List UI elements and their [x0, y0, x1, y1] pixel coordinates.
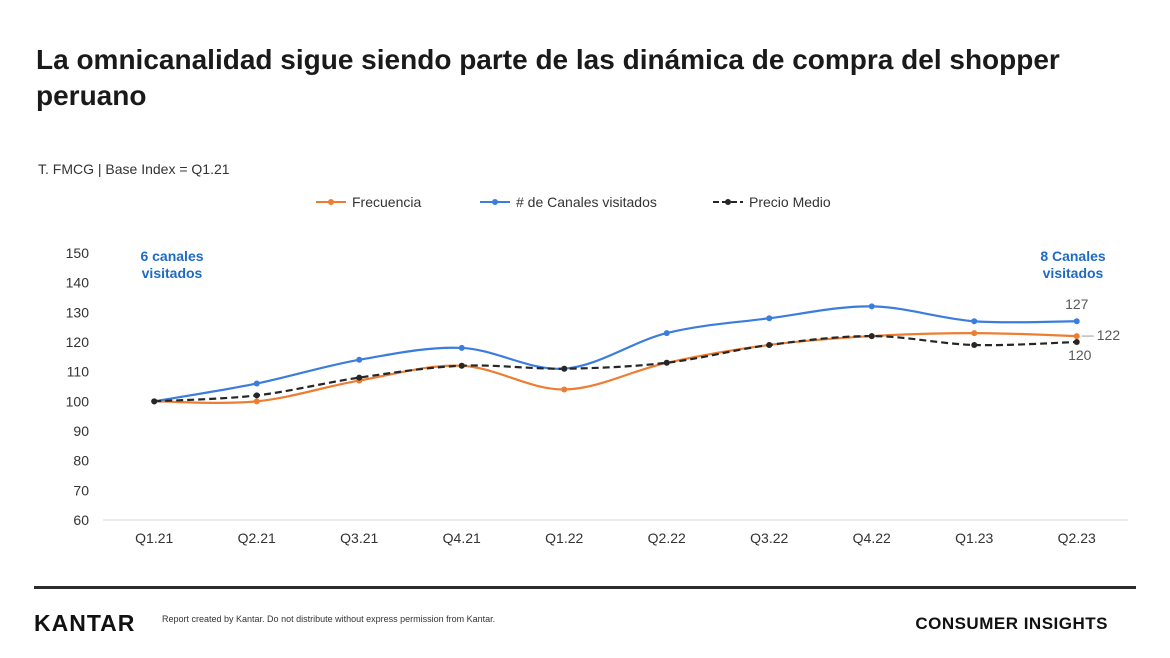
- x-tick-label: Q2.21: [238, 530, 276, 546]
- legend-label-precio: Precio Medio: [749, 194, 831, 210]
- y-tick-label: 100: [66, 393, 90, 409]
- y-tick-label: 80: [73, 453, 89, 469]
- data-point-canales: [663, 330, 670, 337]
- y-tick-label: 140: [66, 275, 90, 291]
- x-tick-label: Q4.22: [853, 530, 891, 546]
- x-tick-label: Q4.21: [443, 530, 481, 546]
- data-label-precio: 120: [1068, 347, 1092, 363]
- data-point-precio: [458, 362, 465, 369]
- legend-item-frecuencia: Frecuencia: [316, 190, 421, 214]
- data-point-precio: [663, 359, 670, 366]
- data-point-precio: [253, 392, 260, 399]
- y-tick-label: 120: [66, 334, 90, 350]
- legend-label-frecuencia: Frecuencia: [352, 194, 422, 210]
- x-tick-label: Q2.22: [648, 530, 686, 546]
- data-point-frecuencia: [971, 330, 978, 337]
- data-point-canales: [1073, 318, 1080, 325]
- data-point-canales: [458, 344, 465, 351]
- data-point-frecuencia: [1073, 333, 1080, 340]
- x-tick-label: Q1.21: [135, 530, 173, 546]
- kantar-logo: KANTAR: [34, 610, 136, 636]
- x-tick-label: Q3.22: [750, 530, 788, 546]
- legend-label-canales: # de Canales visitados: [516, 194, 657, 210]
- y-tick-label: 90: [73, 423, 89, 439]
- annotation-right: 8 Canales visitados: [1040, 248, 1106, 281]
- data-point-precio: [1073, 339, 1080, 345]
- data-point-canales: [868, 303, 875, 310]
- series-line-frecuencia: [154, 331, 1077, 404]
- y-tick-label: 60: [73, 512, 89, 528]
- data-point-canales: [356, 356, 363, 363]
- data-label-canales: 127: [1065, 296, 1089, 312]
- footer-disclaimer: Report created by Kantar. Do not distrib…: [162, 614, 496, 624]
- footer-divider: [34, 586, 1136, 589]
- data-point-precio: [356, 374, 363, 381]
- y-tick-label: 150: [66, 245, 90, 261]
- page-title: La omnicanalidad sigue siendo parte de l…: [36, 44, 1060, 111]
- data-point-precio: [151, 398, 158, 405]
- data-point-precio: [561, 365, 568, 372]
- consumer-insights-brand: CONSUMER INSIGHTS: [915, 614, 1108, 633]
- data-point-precio: [868, 333, 875, 340]
- data-point-frecuencia: [253, 398, 260, 405]
- legend-dashed-marker-icon: [713, 199, 743, 205]
- legend-item-precio: Precio Medio: [713, 190, 831, 214]
- legend-line-marker-icon: [480, 199, 510, 205]
- legend-line-marker-icon: [316, 199, 346, 205]
- data-point-precio: [971, 341, 978, 348]
- chart-subtitle: T. FMCG | Base Index = Q1.21: [38, 161, 230, 177]
- data-label-frecuencia: 122: [1097, 327, 1121, 343]
- annotation-left: 6 canales visitados: [140, 248, 204, 281]
- data-point-canales: [253, 380, 260, 387]
- x-tick-label: Q1.22: [545, 530, 583, 546]
- y-tick-label: 70: [73, 482, 89, 498]
- legend-item-canales: # de Canales visitados: [480, 190, 657, 214]
- x-tick-label: Q3.21: [340, 530, 378, 546]
- data-point-frecuencia: [561, 386, 568, 393]
- y-tick-label: 110: [67, 364, 90, 380]
- series-line-precio: [154, 334, 1077, 403]
- data-point-precio: [766, 341, 773, 348]
- y-tick-label: 130: [66, 304, 90, 320]
- data-point-canales: [971, 318, 978, 325]
- data-point-canales: [766, 315, 773, 322]
- x-tick-label: Q1.23: [955, 530, 993, 546]
- x-tick-label: Q2.23: [1058, 530, 1096, 546]
- line-chart: 60 70 80 90 100 110 120 130 140 150 Q1.21 Q2.21 Q3.…: [66, 245, 1128, 546]
- series-line-canales: [154, 305, 1077, 403]
- chart-legend: Frecuencia # de Canales visitados Precio…: [0, 190, 1170, 214]
